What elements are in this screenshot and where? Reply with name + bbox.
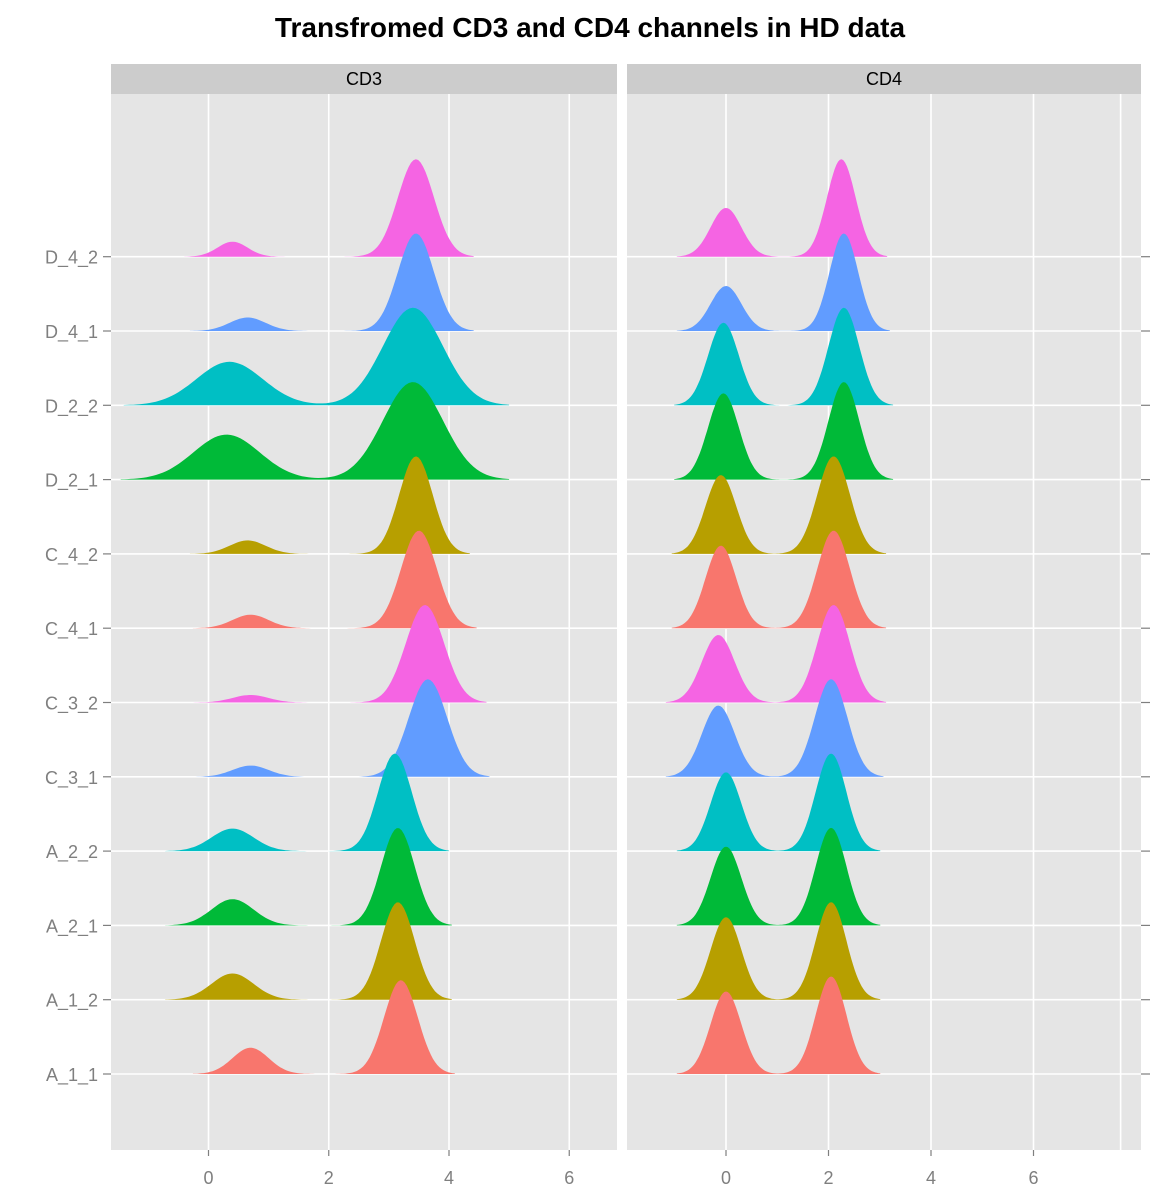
x-tick-label: 2 <box>324 1168 334 1188</box>
density-cd4-c-4-2 <box>671 456 887 554</box>
y-label-a-2-2: A_2_2 <box>46 842 98 863</box>
strip-cd4 <box>627 64 1141 94</box>
density-cd4-a-2-2 <box>676 753 881 852</box>
density-layer <box>665 159 894 1074</box>
x-tick-label: 0 <box>721 1168 731 1188</box>
density-cd3-c-3-1 <box>192 679 490 777</box>
x-tick-label: 4 <box>444 1168 454 1188</box>
y-label-d-4-2: D_4_2 <box>45 248 98 269</box>
density-cd4-d-4-1 <box>676 233 890 331</box>
density-cd4-c-3-2 <box>665 605 887 703</box>
x-tick-label: 6 <box>564 1168 574 1188</box>
y-label-c-3-1: C_3_1 <box>45 768 98 789</box>
panel-cd4: CD4 0 2 4 6 <box>627 64 1141 1188</box>
density-cd3-d-4-1 <box>189 233 474 331</box>
panel-cd3: CD3 0 2 4 6 <box>111 64 617 1188</box>
y-label-d-4-1: D_4_1 <box>45 322 98 343</box>
density-cd3-d-2-1 <box>120 382 510 480</box>
density-cd3-a-1-2 <box>165 902 452 1000</box>
x-tick-label: 0 <box>203 1168 213 1188</box>
x-tick-label: 2 <box>823 1168 833 1188</box>
density-cd4-d-4-2 <box>676 159 888 257</box>
density-cd4-d-2-2 <box>674 307 894 406</box>
y-label-c-4-2: C_4_2 <box>45 545 98 566</box>
y-label-d-2-2: D_2_2 <box>45 396 98 417</box>
density-cd4-a-1-1 <box>676 976 881 1074</box>
density-cd3-c-3-2 <box>192 605 487 703</box>
density-cd3-a-2-1 <box>165 828 452 926</box>
density-cd3-c-4-2 <box>189 456 470 554</box>
density-cd3-d-4-2 <box>184 159 474 257</box>
strip-label-cd3: CD3 <box>346 69 382 89</box>
panel-background <box>111 94 617 1150</box>
density-cd4-a-1-2 <box>676 902 881 1000</box>
x-tick-label: 6 <box>1028 1168 1038 1188</box>
density-cd3-d-2-2 <box>123 307 510 406</box>
y-label-a-1-2: A_1_2 <box>46 991 98 1012</box>
x-tick-label: 4 <box>926 1168 936 1188</box>
density-cd3-c-4-1 <box>192 530 477 629</box>
density-cd4-a-2-1 <box>676 827 881 926</box>
density-cd4-c-3-1 <box>665 679 884 777</box>
y-label-a-2-1: A_2_1 <box>46 916 98 937</box>
y-label-c-3-2: C_3_2 <box>45 694 98 715</box>
density-cd3-a-1-1 <box>192 980 455 1074</box>
chart-title: Transfromed CD3 and CD4 channels in HD d… <box>275 12 906 43</box>
strip-label-cd4: CD4 <box>866 69 902 89</box>
density-layer <box>120 159 510 1074</box>
y-label-c-4-1: C_4_1 <box>45 619 98 640</box>
density-cd4-c-4-1 <box>671 530 887 629</box>
density-cd3-a-2-2 <box>165 753 449 852</box>
y-label-d-2-1: D_2_1 <box>45 471 98 492</box>
density-cd4-d-2-1 <box>674 382 894 480</box>
y-label-a-1-1: A_1_1 <box>46 1065 98 1086</box>
strip-cd3 <box>111 64 617 94</box>
